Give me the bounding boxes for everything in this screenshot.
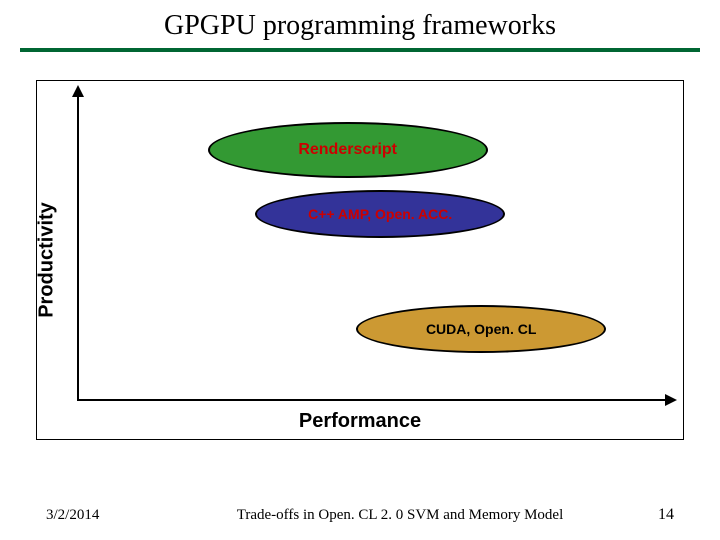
- framework-bubble-label: C++ AMP, Open. ACC.: [308, 206, 452, 222]
- y-axis-line: [77, 91, 79, 401]
- x-axis-line: [77, 399, 671, 401]
- footer-subtitle: Trade-offs in Open. CL 2. 0 SVM and Memo…: [186, 507, 614, 524]
- page-title: GPGPU programming frameworks: [0, 0, 720, 48]
- y-axis-label: Productivity: [36, 202, 59, 318]
- framework-bubble-label: Renderscript: [298, 141, 397, 159]
- framework-bubble: Renderscript: [208, 122, 488, 178]
- framework-bubble: C++ AMP, Open. ACC.: [255, 190, 505, 238]
- framework-bubble-label: CUDA, Open. CL: [426, 321, 536, 337]
- chart-frame: Productivity Performance Renderscript C++…: [36, 80, 684, 440]
- footer: 3/2/2014 Trade-offs in Open. CL 2. 0 SVM…: [0, 506, 720, 524]
- plot-area: Renderscript C++ AMP, Open. ACC. CUDA, Ope…: [77, 91, 671, 401]
- y-axis-arrow-icon: [72, 85, 84, 97]
- footer-date: 3/2/2014: [46, 507, 186, 524]
- footer-page-number: 14: [614, 506, 674, 524]
- title-underline: [20, 48, 700, 52]
- framework-bubble: CUDA, Open. CL: [356, 305, 606, 353]
- x-axis-label: Performance: [37, 410, 683, 433]
- x-axis-arrow-icon: [665, 394, 677, 406]
